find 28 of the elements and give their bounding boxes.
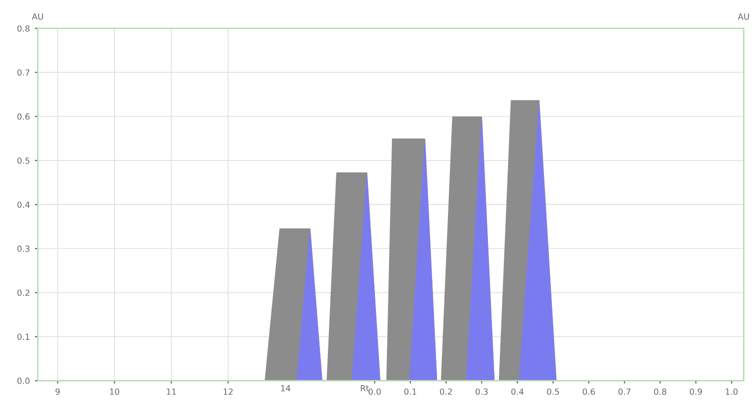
x2-tick-label: 0.9 (690, 388, 702, 395)
x-tick-label: 11 (166, 388, 176, 395)
x2-tick-label: 0.2 (440, 388, 452, 395)
y-tick-label: 0.7 (17, 69, 30, 76)
y-tick-label: 0.2 (17, 290, 30, 296)
x2-tick-label: 0.1 (404, 388, 416, 395)
y-tick-label: 0.5 (17, 157, 30, 164)
y-tick-label: 0.6 (17, 113, 30, 120)
y-tick-label: 0.0 (17, 378, 30, 384)
y-tick-label: 0.3 (17, 246, 30, 252)
x2-tick-label: 0.8 (654, 388, 666, 395)
y-tick-label: 0.1 (17, 334, 30, 340)
y-tick-label: 0.8 (17, 25, 30, 32)
x-tick-label: 9 (56, 388, 60, 395)
x2-tick-label: 0.7 (618, 388, 630, 395)
x2-tick-label: 0.5 (547, 388, 559, 395)
x2-tick-label: 1.0 (726, 388, 738, 395)
x2-tick-label: 0.3 (476, 388, 488, 395)
x-tick-label: 10 (110, 388, 120, 395)
text: 14 (281, 385, 290, 392)
y-tick-label: 0.4 (17, 202, 30, 208)
y-axis-title: AU (32, 13, 43, 20)
x-tick-label: 12 (224, 388, 233, 395)
x2-tick-label: 0.4 (511, 388, 524, 395)
x2-tick-label: 0.0 (368, 388, 381, 395)
y2-axis-title: AU (738, 13, 749, 20)
x2-tick-label: 0.6 (582, 388, 595, 395)
text: Rt (360, 385, 369, 392)
